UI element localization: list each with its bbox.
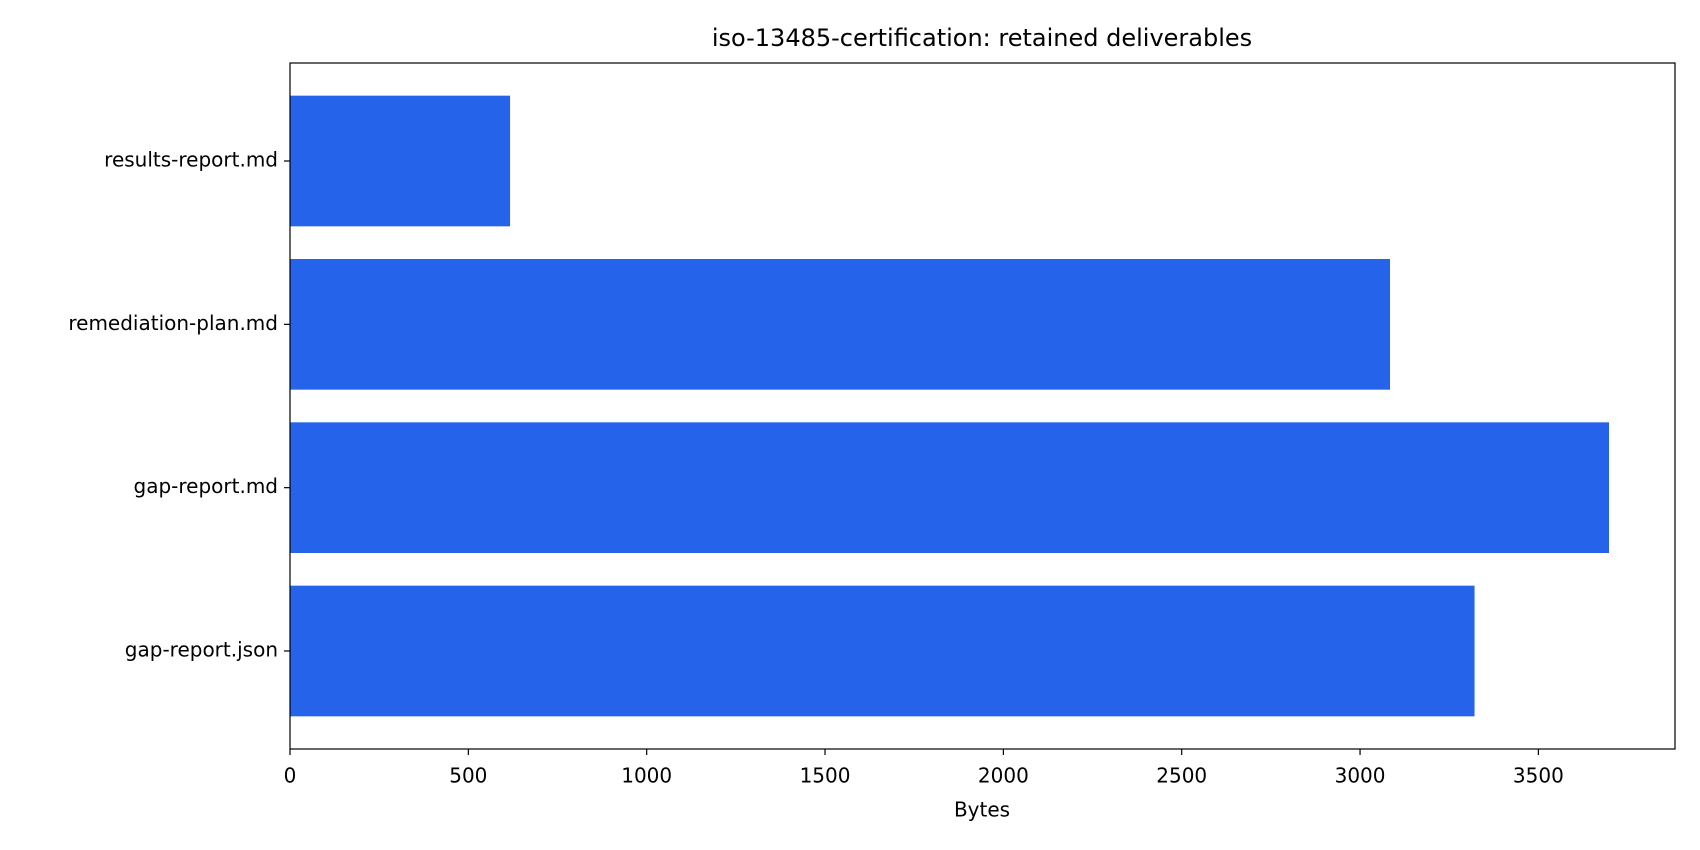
x-tick-label: 0: [284, 764, 297, 788]
x-tick-label: 1500: [800, 764, 851, 788]
bar: [290, 585, 1475, 717]
x-tick-label: 3000: [1335, 764, 1386, 788]
chart-title: iso-13485-certification: retained delive…: [712, 24, 1252, 52]
plot-frame: [289, 62, 1676, 750]
x-tick-label: 2000: [978, 764, 1029, 788]
y-tick-label: remediation-plan.md: [68, 311, 278, 335]
y-tick-label: results-report.md: [104, 148, 278, 172]
y-tick-label: gap-report.json: [125, 638, 278, 662]
x-tick-label: 3500: [1513, 764, 1564, 788]
x-tick-label: 1000: [621, 764, 672, 788]
bar: [290, 95, 511, 227]
bar: [290, 422, 1610, 553]
y-tick-label: gap-report.md: [134, 474, 278, 498]
x-axis-label: Bytes: [954, 798, 1010, 822]
x-tick-label: 500: [449, 764, 487, 788]
x-tick-label: 2500: [1156, 764, 1207, 788]
bar: [290, 259, 1391, 390]
